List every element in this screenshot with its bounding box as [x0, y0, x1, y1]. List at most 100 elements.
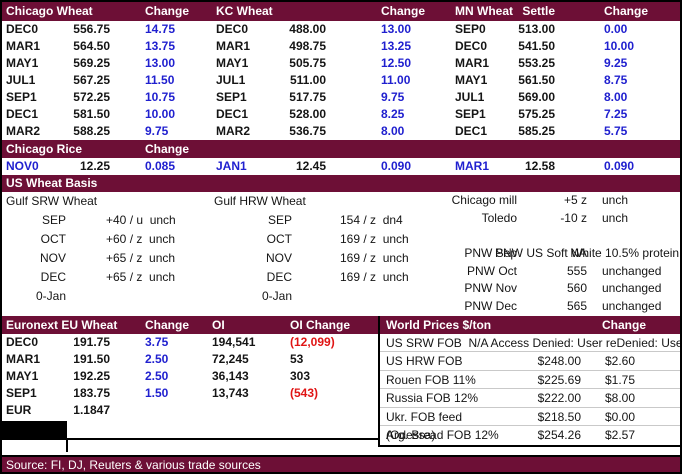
basis-month: SEP [267, 213, 292, 227]
price-change: $0.00 [605, 409, 636, 424]
price-change: 9.75 [145, 124, 169, 138]
contract-month: SEP1 [455, 107, 486, 121]
price: 191.50 [73, 352, 110, 366]
table-row: JUL1 567.25 11.50 [2, 72, 214, 89]
price: 192.25 [73, 369, 110, 383]
domestic-basis-rows: Chicago mill +5 z unch Toledo -10 z unch… [442, 192, 680, 316]
basis-row: PNW Oct 555 unchanged [442, 263, 680, 281]
gulf-hrw-rows: SEP 154 / z dn4 OCT 169 / z unch NOV 169… [214, 211, 442, 306]
market-label: Arg. Bread FOB 12% [386, 427, 499, 442]
gulf-hrw-group: Gulf HRW Wheat SEP 154 / z dn4 OCT 169 /… [214, 192, 442, 316]
table-row: MAR1 553.25 9.25 [452, 55, 680, 72]
price-change: $1.75 [605, 372, 636, 387]
price-change: $2.57 [605, 427, 636, 442]
table-row: DEC0 191.75 3.75 194,541 (12,099) [2, 334, 378, 351]
basis-value [292, 287, 442, 306]
price: 12.25 [79, 159, 110, 173]
oi-change: 303 [290, 369, 311, 383]
settle-price: 569.00 [518, 90, 555, 104]
basis-month: 0-Jan [261, 289, 292, 303]
price: $222.00 [537, 391, 581, 406]
kc-wheat-table: KC Wheat Change DEC0 488.00 13.00 MAR1 4… [214, 2, 452, 140]
market-label: Russia FOB 12% [386, 391, 479, 406]
world-prices-table: World Prices $/ton Change US SRW FOB N/A… [378, 316, 680, 447]
open-interest: 36,143 [212, 369, 249, 383]
price: $225.69 [537, 372, 581, 387]
settle-price: 567.25 [73, 73, 110, 87]
blacked-out-cell [2, 421, 67, 438]
table-row: DEC1 581.50 10.00 [2, 106, 214, 123]
table-title: Euronext EU Wheat [6, 318, 118, 332]
euronext-header: Euronext EU Wheat Change OI OI Change [2, 316, 378, 334]
basis-section-header: US Wheat Basis [2, 175, 680, 192]
table-row: MAR2 588.25 9.75 [2, 123, 214, 140]
contract-month: DEC1 [216, 107, 249, 121]
price-change: 9.25 [604, 56, 628, 70]
price: $218.50 [537, 409, 581, 424]
open-interest: 72,245 [212, 352, 249, 366]
settle-price: 564.50 [73, 39, 110, 53]
price-change: 0.085 [145, 159, 176, 173]
basis-row: OCT 169 / z unch [214, 230, 442, 249]
gulf-srw-rows: SEP +40 / u unch OCT +60 / z unch NOV +6… [2, 211, 214, 306]
table-row: MAR1 564.50 13.75 [2, 38, 214, 55]
section-title: World Prices $/ton [386, 318, 492, 332]
table-title: KC Wheat [216, 4, 273, 18]
table-row: DEC0 556.75 14.75 [2, 21, 214, 38]
oi-change: 53 [290, 352, 304, 366]
price-change: 13.00 [381, 22, 412, 36]
eur-label: EUR [6, 403, 32, 417]
change-column-header: Change [145, 142, 190, 156]
basis-value: +65 / z unch [106, 251, 176, 265]
price-change: 2.50 [145, 369, 169, 383]
basis-row: DEC +65 / z unch [2, 268, 214, 287]
settle-price: 541.50 [518, 39, 555, 53]
contract-month: MAY1 [6, 369, 39, 383]
basis-note: unch [602, 210, 629, 225]
settle-price: 505.75 [289, 56, 326, 70]
basis-row: SEP +40 / u unch [2, 211, 214, 230]
table-row: US HRW FOB $248.00 $2.60 [380, 352, 680, 371]
basis-note: unchanged [602, 299, 662, 314]
mn-wheat-header: MN Wheat Settle Change [452, 2, 680, 21]
contract-month: MAR1 [6, 352, 41, 366]
basis-value: 169 / z unch [340, 270, 409, 284]
open-interest: 13,743 [212, 386, 249, 400]
contract-month: DEC0 [216, 22, 249, 36]
basis-note: unch [602, 193, 629, 207]
settle-price: 585.25 [518, 124, 555, 138]
price-change: 1.50 [145, 386, 169, 400]
basis-label: PNW Dec [464, 299, 517, 314]
basis-label: PNW Sep [464, 246, 517, 261]
basis-row: PNW Dec 565 unchanged [442, 298, 680, 316]
price-change: 14.75 [145, 22, 176, 36]
settle-price: 517.75 [289, 90, 326, 104]
settle-price: 556.75 [73, 22, 110, 36]
basis-value: 154 / z dn4 [340, 213, 403, 227]
basis-label: PNW Oct [467, 263, 517, 278]
table-title: Chicago Wheat [6, 4, 93, 18]
basis-row: Chicago mill +5 z unch [442, 192, 680, 210]
settle-price: 588.25 [73, 124, 110, 138]
basis-value: +65 / z unch [106, 270, 176, 284]
basis-value [66, 287, 214, 306]
contract-month: MAR1 [455, 56, 490, 70]
basis-value: 560 [566, 281, 587, 296]
group-title: Gulf SRW Wheat [6, 194, 98, 208]
bottom-section: Euronext EU Wheat Change OI OI Change DE… [2, 316, 680, 452]
basis-row: DEC 169 / z unch [214, 268, 442, 287]
contract-month: MAR2 [6, 124, 41, 138]
euronext-table: Euronext EU Wheat Change OI OI Change DE… [2, 316, 378, 452]
contract-month: MAY1 [216, 56, 249, 70]
basis-value: 169 / z unch [340, 251, 409, 265]
price-change: 8.00 [604, 90, 628, 104]
price: $248.00 [537, 354, 581, 369]
contract-month: MAR1 [216, 39, 251, 53]
price-change: 10.00 [145, 107, 176, 121]
basis-note: unchanged [602, 263, 662, 278]
basis-value: -10 z [560, 210, 587, 225]
contract-month: SEP1 [6, 90, 37, 104]
price-change: 8.00 [381, 124, 405, 138]
contract-month: MAY1 [455, 73, 488, 87]
chicago-rice-header: Chicago Rice Change [2, 140, 680, 158]
